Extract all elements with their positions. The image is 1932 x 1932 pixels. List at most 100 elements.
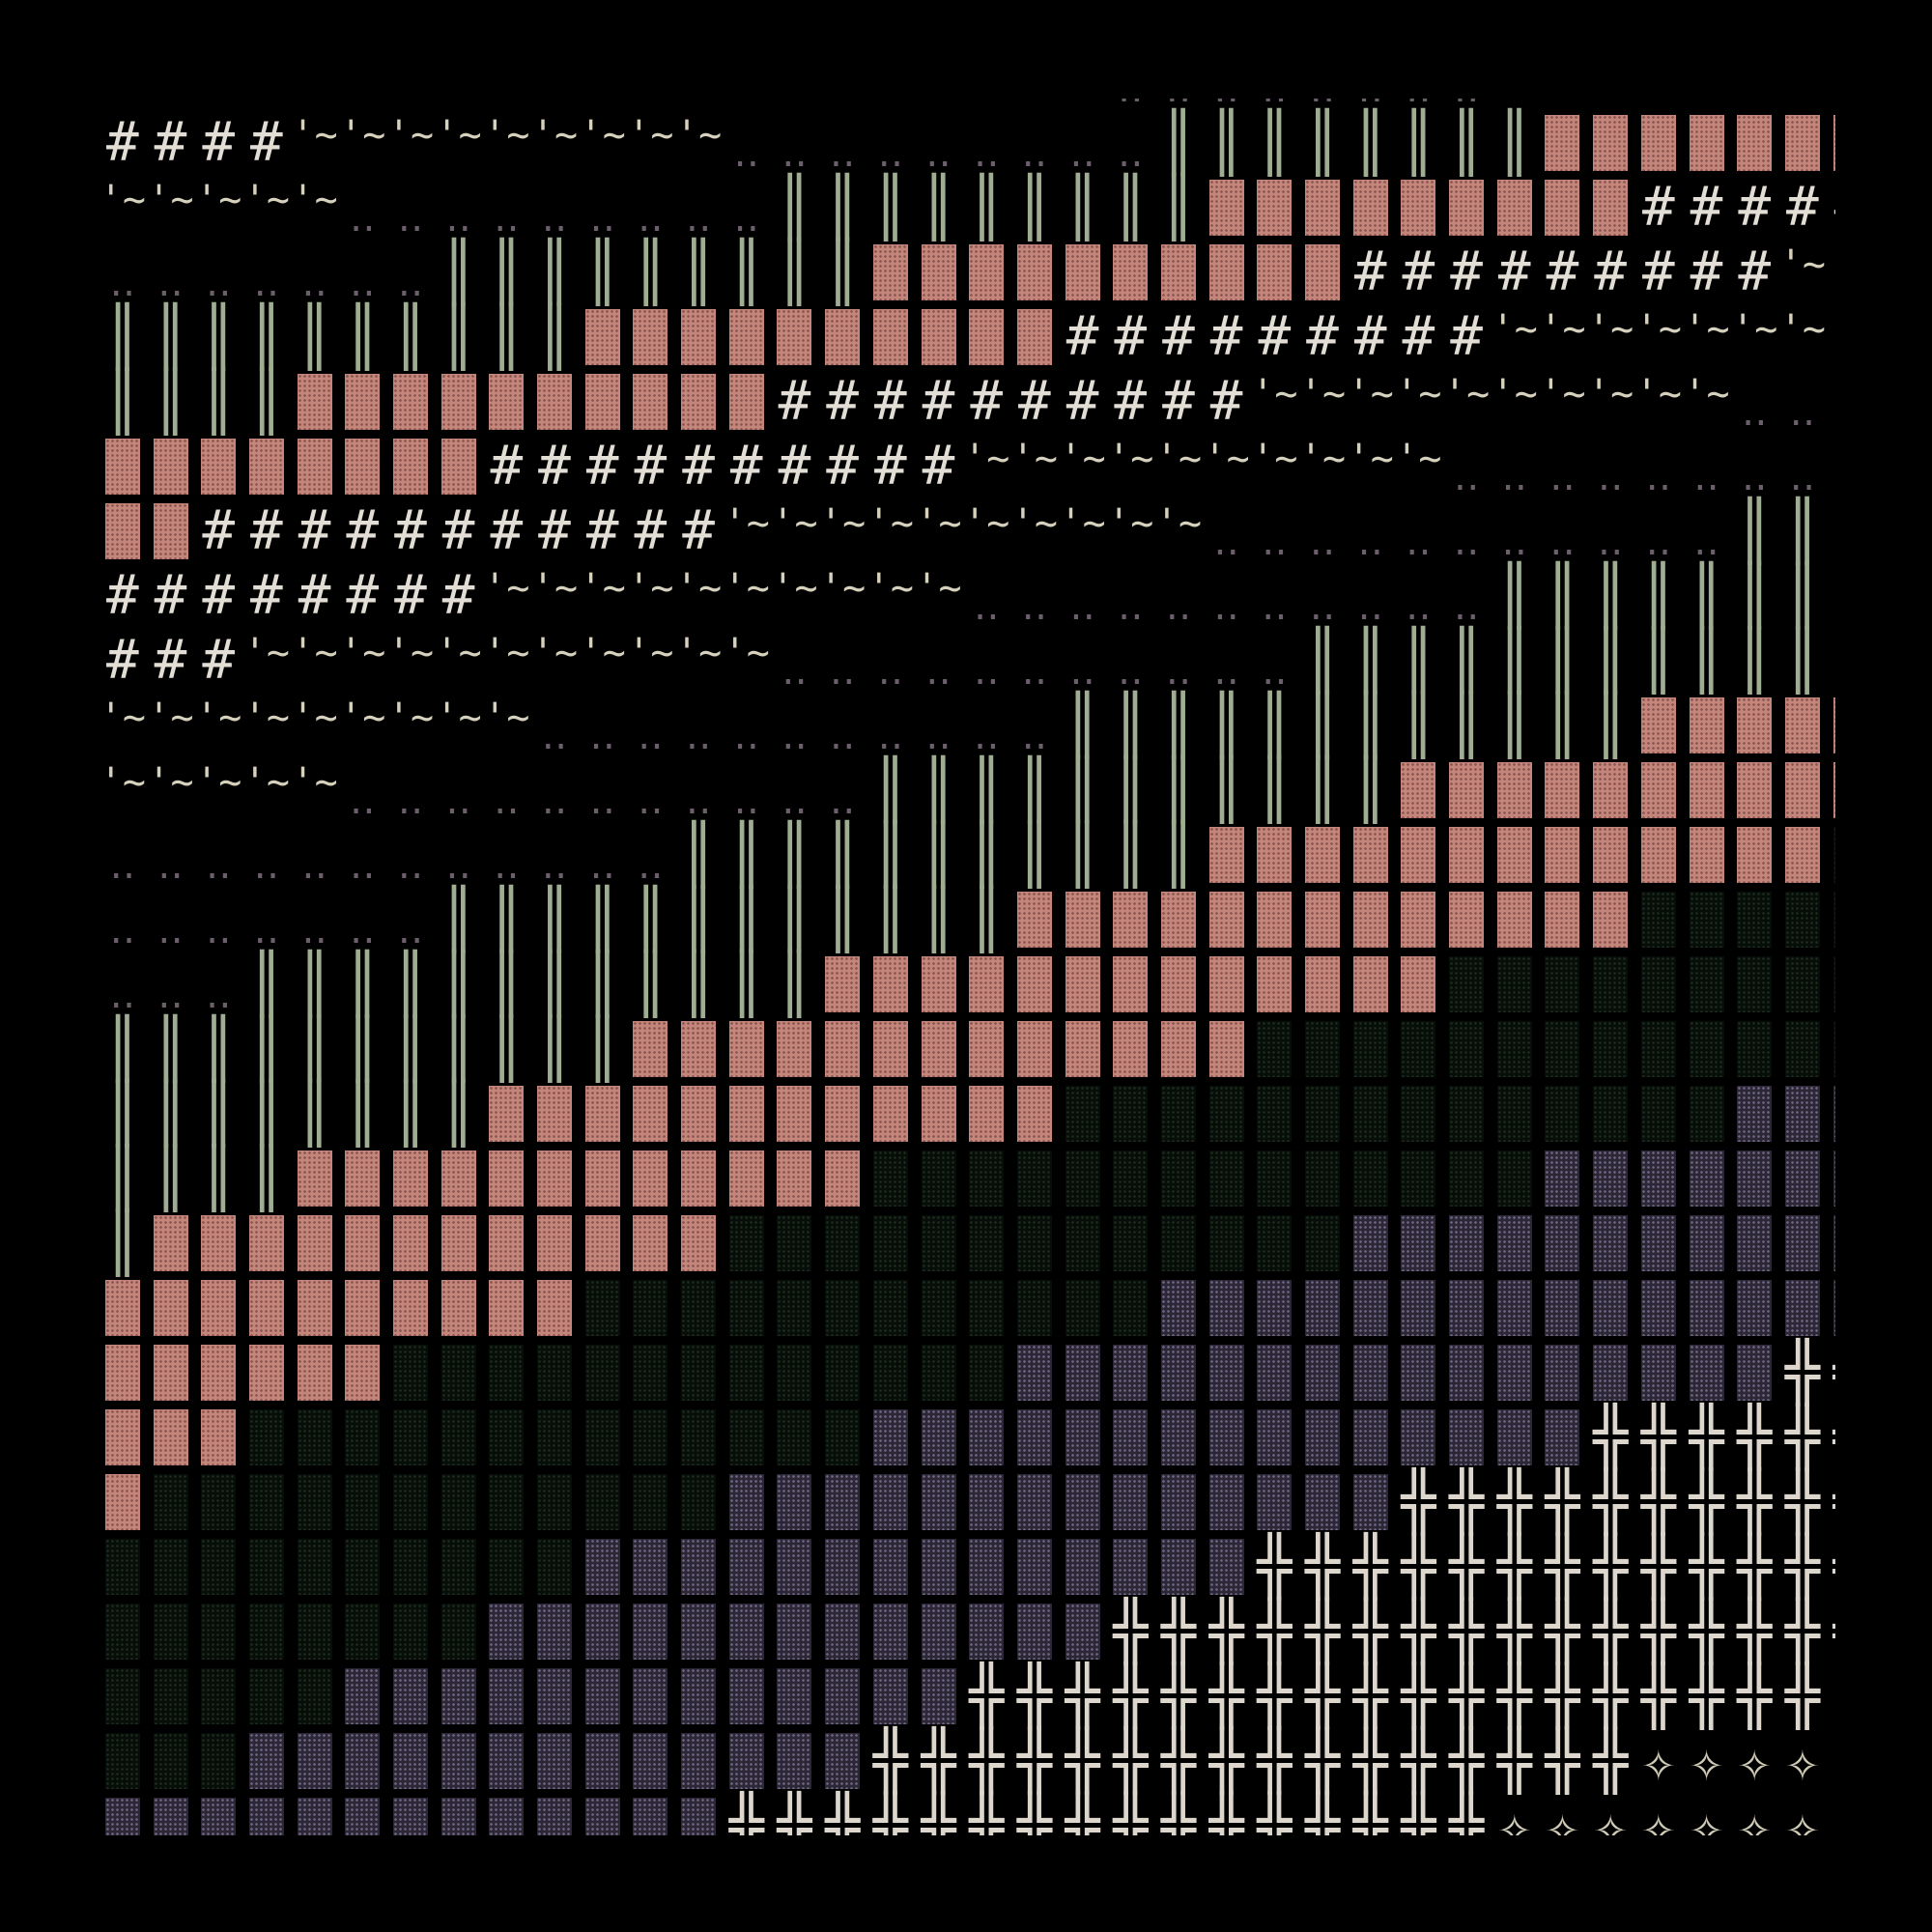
glyph-cross: ╬: [1304, 1532, 1341, 1601]
glyph-dots: ‥: [541, 779, 568, 823]
glyph-hash: #: [1450, 304, 1483, 368]
glyph-cross: ╬: [1545, 1662, 1580, 1730]
purple-shade-block: [1784, 1279, 1820, 1336]
pink-shade-block: [1113, 243, 1149, 300]
purple-shade-block: [1449, 1279, 1485, 1336]
glyph-pink: [579, 369, 627, 434]
glyph-bars: ║: [1352, 108, 1388, 177]
green-shade-block: [1305, 1020, 1341, 1077]
glyph-purple: [1010, 1405, 1059, 1469]
glyph-cross: ╬: [1827, 1534, 1835, 1599]
art-row: # # # # '~ '~ '~ '~ '~ '~ '~ '~ '~ ‥ ‥ ‥ ‥ ‥ ‥ ‥ ‥ ‥ ║ ║ ║ ║ ║ ║ ║ ║: [99, 110, 1835, 175]
glyph-pink: [1251, 952, 1299, 1016]
glyph-pink: [1251, 240, 1299, 304]
glyph-green: [338, 1469, 386, 1534]
glyph-dots: ‥: [157, 843, 184, 888]
pink-shade-block: [1160, 955, 1196, 1012]
glyph-green: [242, 1469, 291, 1534]
glyph-hash: #: [394, 498, 427, 562]
glyph-dots: ‥: [1453, 455, 1480, 499]
glyph-hash: #: [202, 563, 236, 627]
green-shade-block: [1545, 955, 1580, 1012]
glyph-blank: [867, 99, 915, 110]
glyph-star: ✧: [1785, 1792, 1820, 1836]
glyph-dots: ‥: [733, 779, 760, 823]
glyph-bars: ║: [1401, 626, 1436, 695]
purple-shade-block: [1065, 1408, 1100, 1465]
glyph-green: [1154, 1210, 1203, 1275]
glyph-green: [291, 1405, 339, 1469]
glyph-dots: ‥: [397, 908, 424, 952]
glyph-hash: #: [538, 434, 571, 497]
glyph-pink: [99, 1275, 147, 1340]
glyph-dots: ‥: [925, 649, 952, 694]
glyph-cross: ╬: [1689, 1597, 1724, 1665]
purple-shade-block: [1784, 1214, 1820, 1271]
glyph-bars: ║: [1208, 691, 1244, 759]
pink-shade-block: [201, 1344, 237, 1401]
purple-shade-block: [1640, 1150, 1676, 1207]
glyph-tilde: '~: [483, 696, 530, 740]
purple-shade-block: [1545, 1214, 1580, 1271]
glyph-bars: ║: [1304, 755, 1341, 824]
pink-shade-block: [1593, 179, 1629, 236]
glyph-dots: ‥: [205, 973, 232, 1017]
purple-shade-block: [681, 1732, 717, 1789]
purple-shade-block: [777, 1473, 812, 1530]
green-shade-block: [1640, 1020, 1676, 1077]
pink-shade-block: [440, 1279, 476, 1336]
glyph-pink: [435, 1146, 483, 1210]
glyph-bars: ║: [440, 302, 476, 371]
glyph-bars: ║: [872, 820, 908, 889]
glyph-hash: #: [1690, 240, 1723, 303]
glyph-dots: ‥: [1261, 584, 1288, 629]
glyph-green: [435, 1405, 483, 1469]
ascii-art-canvas: ‥‥‥‥‥‥‥‥####'~'~'~'~'~'~'~'~'~‥‥‥‥‥‥‥‥‥║…: [99, 99, 1835, 1835]
art-row: # # # # # # # # # # # '~ '~ '~ '~ '~ '~ '~ '~ '~ '~ ‥ ‥ ‥ ‥ ‥ ‥ ‥ ‥ ‥…: [99, 498, 1835, 563]
glyph-cross: ╬: [1352, 1662, 1388, 1730]
purple-shade-block: [1257, 1473, 1293, 1530]
glyph-pink: [867, 1016, 915, 1081]
pink-shade-block: [872, 243, 908, 300]
green-shade-block: [248, 1538, 284, 1595]
glyph-dots: ‥: [1406, 584, 1432, 629]
glyph-bars: ║: [1208, 755, 1244, 824]
glyph-green: [99, 1728, 147, 1793]
glyph-purple: [627, 1793, 675, 1835]
glyph-bars: ║: [1449, 108, 1485, 177]
glyph-tilde: '~: [530, 631, 579, 675]
glyph-green: [386, 1599, 435, 1663]
purple-shade-block: [1640, 1344, 1676, 1401]
green-shade-block: [921, 1214, 956, 1271]
art-row: ║ ║ ║ ║ ║ ║ ║ ║ ║ ║ ║: [99, 1016, 1835, 1081]
glyph-bars: ║: [1065, 173, 1100, 242]
green-shade-block: [1208, 1085, 1244, 1142]
purple-shade-block: [1208, 1473, 1244, 1530]
pink-shade-block: [104, 1279, 140, 1336]
glyph-purple: [1298, 1405, 1347, 1469]
art-row: ╬╬: [99, 1340, 1835, 1405]
glyph-star: ✧: [1827, 1728, 1835, 1793]
glyph-bars: ║: [1160, 173, 1197, 242]
glyph-cross: ╬: [1496, 1467, 1532, 1536]
glyph-purple: [1730, 1275, 1778, 1340]
pink-shade-block: [825, 308, 861, 365]
pink-shade-block: [297, 1344, 332, 1401]
glyph-pink: [99, 498, 147, 563]
pink-shade-block: [1208, 826, 1244, 883]
glyph-pink: [1203, 1016, 1251, 1081]
pink-shade-block: [1449, 761, 1485, 818]
glyph-bars: ║: [681, 238, 717, 306]
purple-shade-block: [777, 1732, 812, 1789]
glyph-purple: [818, 1728, 867, 1793]
green-shade-block: [1016, 1279, 1052, 1336]
glyph-hash: #: [778, 369, 811, 433]
glyph-cross: ╬: [921, 1726, 956, 1795]
green-shade-block: [681, 1408, 717, 1465]
glyph-pink: [291, 1275, 339, 1340]
glyph-pink: [1395, 887, 1443, 952]
glyph-green: [1059, 1275, 1107, 1340]
glyph-pink: [962, 304, 1010, 369]
glyph-pink: [723, 1146, 771, 1210]
green-shade-block: [1016, 1214, 1052, 1271]
